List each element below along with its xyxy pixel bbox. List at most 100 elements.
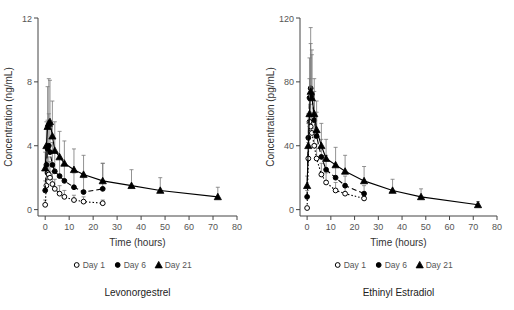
x-tick	[354, 216, 355, 220]
data-point	[324, 180, 329, 185]
panel: 0102030405060708004080120Time (hours)Con…	[265, 14, 502, 299]
data-point	[389, 187, 396, 193]
y-axis-label: Concentration (ng/mL)	[3, 67, 14, 167]
panel-title: Levonorgestrel	[104, 287, 170, 298]
plot-area	[42, 79, 222, 208]
y-tick-label: 0	[27, 205, 32, 215]
series	[43, 114, 105, 195]
error-bar	[101, 163, 105, 189]
data-point	[50, 182, 55, 187]
x-tick-label: 50	[421, 222, 431, 232]
x-tick	[473, 216, 474, 220]
legend-marker	[115, 263, 120, 268]
x-tick	[378, 216, 379, 220]
x-axis-label: Time (hours)	[109, 237, 165, 248]
x-tick	[141, 216, 142, 220]
x-tick-label: 60	[184, 222, 194, 232]
data-point	[305, 142, 312, 148]
data-point	[51, 147, 58, 153]
data-point	[304, 182, 311, 188]
data-point	[57, 174, 62, 179]
series	[305, 98, 367, 211]
y-tick-label: 0	[289, 205, 294, 215]
y-tick	[34, 81, 38, 82]
x-tick-label: 10	[326, 222, 336, 232]
figure: 0102030405060708004812Time (hours)Concen…	[0, 0, 514, 310]
x-tick-label: 70	[208, 222, 218, 232]
panel: 0102030405060708004812Time (hours)Concen…	[3, 14, 242, 299]
legend-item: Day 21	[416, 260, 453, 270]
data-point	[341, 168, 348, 174]
legend-label: Day 1	[83, 260, 105, 270]
data-point	[81, 190, 86, 195]
y-tick-label: 12	[22, 14, 32, 24]
y-axis	[300, 18, 301, 216]
x-tick-label: 0	[43, 222, 48, 232]
series-line	[307, 122, 364, 208]
legend-item: Day 6	[115, 260, 146, 270]
data-point	[50, 163, 55, 168]
y-tick-label: 40	[284, 141, 294, 151]
data-point	[43, 188, 48, 193]
y-tick	[296, 18, 300, 19]
data-point	[474, 201, 481, 207]
data-point	[214, 193, 221, 199]
y-tick-label: 120	[279, 14, 294, 24]
y-axis-label: Concentration (pg/mL)	[265, 67, 276, 167]
legend-marker	[335, 263, 340, 268]
series-line	[307, 88, 364, 197]
data-point	[362, 191, 367, 196]
x-tick-label: 30	[112, 222, 122, 232]
x-tick	[497, 216, 498, 220]
data-point	[72, 198, 77, 203]
x-tick	[330, 216, 331, 220]
data-point	[49, 133, 56, 139]
x-tick-label: 60	[445, 222, 455, 232]
data-point	[99, 177, 106, 183]
x-axis	[300, 216, 497, 217]
data-point	[362, 196, 367, 201]
data-point	[72, 185, 77, 190]
x-tick	[237, 216, 238, 220]
y-tick-label: 8	[27, 77, 32, 87]
legend-label: Day 6	[124, 260, 146, 270]
legend: Day 1Day 6Day 21	[74, 260, 192, 270]
data-point	[307, 88, 314, 94]
data-point	[57, 191, 62, 196]
x-tick	[402, 216, 403, 220]
series	[42, 79, 222, 200]
x-tick	[449, 216, 450, 220]
series	[305, 44, 367, 200]
data-point	[56, 153, 63, 159]
data-point	[318, 142, 325, 148]
data-point	[319, 172, 324, 177]
data-point	[81, 199, 86, 204]
x-tick	[213, 216, 214, 220]
data-point	[62, 194, 67, 199]
data-point	[417, 193, 424, 199]
legend-label: Day 1	[344, 260, 366, 270]
x-tick-label: 0	[305, 222, 310, 232]
data-point	[343, 183, 348, 188]
legend-label: Day 21	[426, 260, 453, 270]
y-tick	[296, 145, 300, 146]
data-point	[333, 175, 338, 180]
x-tick	[165, 216, 166, 220]
data-point	[312, 143, 317, 148]
x-tick-label: 80	[232, 222, 242, 232]
data-point	[42, 164, 49, 170]
series-line	[45, 122, 218, 197]
y-tick-label: 80	[284, 77, 294, 87]
x-tick	[189, 216, 190, 220]
x-tick	[307, 216, 308, 220]
legend-item: Day 6	[376, 260, 407, 270]
x-tick-label: 80	[492, 222, 502, 232]
data-point	[62, 178, 67, 183]
plot-area	[304, 28, 482, 211]
data-point	[324, 167, 329, 172]
x-tick-label: 30	[373, 222, 383, 232]
legend-marker	[416, 261, 423, 267]
series	[304, 28, 482, 208]
panel-title: Ethinyl Estradiol	[363, 287, 435, 298]
x-tick	[117, 216, 118, 220]
